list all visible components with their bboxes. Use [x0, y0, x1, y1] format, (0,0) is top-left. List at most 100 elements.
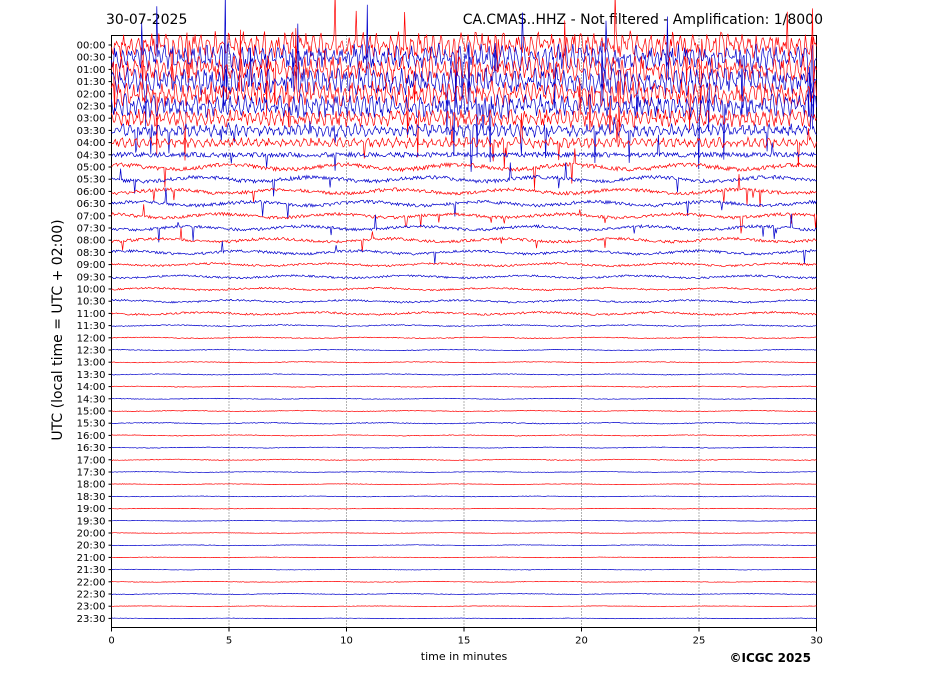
x-tick-group: 0 5 10 15 20 25 30 — [108, 627, 823, 647]
trace-line — [111, 324, 817, 328]
trace-line — [111, 241, 817, 265]
trace-line — [111, 409, 817, 413]
y-tick-label: 12:30 — [77, 346, 106, 357]
trace-line — [111, 310, 817, 316]
trace-line — [111, 434, 817, 437]
y-tick-label: 17:30 — [77, 468, 106, 479]
y-tick-label: 20:30 — [77, 541, 106, 552]
y-tick-label: 06:30 — [77, 199, 106, 210]
trace-line — [111, 40, 817, 170]
trace-line — [111, 298, 817, 304]
x-tick-label: 10 — [340, 636, 353, 647]
y-axis-label: UTC (local time = UTC + 02:00) — [50, 219, 66, 441]
trace-line — [111, 28, 817, 155]
trace-line — [111, 148, 817, 189]
y-tick-label: 08:00 — [77, 236, 106, 247]
trace-line — [111, 495, 817, 498]
y-tick-label: 10:30 — [77, 297, 106, 308]
trace-group — [111, 0, 817, 620]
y-tick-label: 23:00 — [77, 602, 106, 613]
y-tick-label: 09:00 — [77, 260, 106, 271]
y-tick-label: 21:00 — [77, 553, 106, 564]
y-tick-label: 02:30 — [77, 102, 106, 113]
trace-line — [111, 174, 817, 207]
y-tick-label: 10:00 — [77, 285, 106, 296]
x-tick-label: 5 — [226, 636, 232, 647]
x-tick-label: 15 — [458, 636, 471, 647]
trace-line — [111, 593, 817, 595]
trace-line — [111, 274, 817, 280]
trace-line — [111, 605, 817, 607]
y-tick-label: 22:30 — [77, 590, 106, 601]
y-tick-label: 05:00 — [77, 163, 106, 174]
y-tick-label: 05:30 — [77, 175, 106, 186]
trace-line — [111, 471, 817, 473]
y-tick-label: 19:00 — [77, 504, 106, 515]
y-tick-label: 08:30 — [77, 248, 106, 259]
trace-line — [111, 507, 817, 510]
plot-frame — [111, 35, 817, 628]
trace-line — [111, 580, 817, 583]
trace-line — [111, 422, 817, 425]
y-tick-label: 03:30 — [77, 126, 106, 137]
trace-line — [111, 373, 817, 376]
trace-line — [111, 385, 817, 388]
y-tick-label: 12:00 — [77, 333, 106, 344]
y-tick-label: 17:00 — [77, 455, 106, 466]
y-tick-label: 21:30 — [77, 565, 106, 576]
chart-title: CA.CMAS..HHZ - Not filtered - Amplificat… — [462, 12, 823, 28]
trace-line — [111, 617, 817, 620]
y-tick-label: 14:30 — [77, 394, 106, 405]
x-axis-label: time in minutes — [420, 650, 508, 663]
y-tick-label: 06:00 — [77, 187, 106, 198]
trace-line — [111, 544, 817, 547]
trace-line — [111, 520, 817, 522]
trace-line — [111, 4, 817, 135]
y-tick-label: 16:30 — [77, 443, 106, 454]
trace-line — [111, 348, 817, 352]
y-tick-label: 07:00 — [77, 211, 106, 222]
copyright-label: ©ICGC 2025 — [729, 651, 811, 665]
y-tick-label: 04:30 — [77, 150, 106, 161]
y-tick-label: 19:30 — [77, 516, 106, 527]
trace-line — [111, 213, 817, 243]
y-tick-label: 15:00 — [77, 407, 106, 418]
trace-line — [111, 162, 817, 197]
trace-line — [111, 397, 817, 400]
y-tick-label: 00:30 — [77, 53, 106, 64]
y-tick-label: 23:30 — [77, 614, 106, 625]
trace-line — [111, 77, 817, 161]
y-tick-label: 18:00 — [77, 480, 106, 491]
trace-line — [111, 134, 817, 171]
record-date: 30-07-2025 — [106, 12, 188, 28]
trace-line — [111, 483, 817, 486]
y-tick-label: 15:30 — [77, 419, 106, 430]
y-tick-label: 18:30 — [77, 492, 106, 503]
trace-line — [111, 187, 817, 219]
y-tick-label: 16:00 — [77, 431, 106, 442]
trace-line — [111, 91, 817, 172]
trace-line — [111, 113, 817, 169]
y-tick-label: 13:00 — [77, 358, 106, 369]
trace-line — [111, 446, 817, 449]
y-tick-label: 00:00 — [77, 41, 106, 52]
y-tick-label: 09:30 — [77, 272, 106, 283]
x-tick-label: 20 — [575, 636, 588, 647]
trace-line — [111, 458, 817, 461]
y-tick-label: 11:00 — [77, 309, 106, 320]
trace-line — [111, 556, 817, 559]
trace-line — [111, 568, 817, 571]
trace-line — [111, 227, 817, 253]
y-tick-label: 20:00 — [77, 529, 106, 540]
y-tick-label: 07:30 — [77, 224, 106, 235]
x-tick-label: 30 — [810, 636, 823, 647]
y-tick-label: 03:00 — [77, 114, 106, 125]
y-tick-label: 02:00 — [77, 89, 106, 100]
trace-line — [111, 0, 817, 120]
trace-line — [111, 336, 817, 340]
x-tick-label: 0 — [108, 636, 114, 647]
y-tick-label: 22:00 — [77, 577, 106, 588]
trace-line — [111, 286, 817, 292]
